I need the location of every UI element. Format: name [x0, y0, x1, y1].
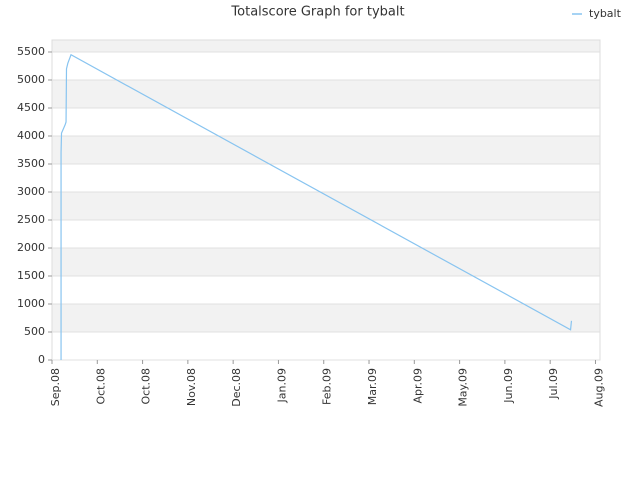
x-tick-label: May.09: [457, 368, 470, 407]
grid-band: [52, 107, 600, 136]
y-tick-label: 5500: [17, 45, 45, 58]
x-tick-label: Nov.08: [185, 368, 198, 406]
grid-band: [52, 79, 600, 108]
grid-band: [52, 247, 600, 276]
y-tick-label: 5000: [17, 73, 45, 86]
x-tick-label: Aug.09: [592, 368, 605, 407]
y-tick-label: 2000: [17, 241, 45, 254]
y-tick-label: 4500: [17, 101, 45, 114]
y-tick-label: 4000: [17, 129, 45, 142]
grid-band: [52, 40, 600, 52]
x-tick-label: Oct.08: [94, 368, 107, 405]
y-tick-label: 500: [24, 325, 45, 338]
grid-band: [52, 163, 600, 192]
x-tick-label: Dec.08: [230, 368, 243, 407]
y-tick-label: 1500: [17, 269, 45, 282]
x-tick-label: Mar.09: [366, 368, 379, 405]
legend-label: tybalt: [589, 7, 622, 20]
y-tick-label: 3000: [17, 185, 45, 198]
x-tick-label: Oct.08: [140, 368, 153, 405]
x-tick-label: Jan.09: [275, 368, 288, 403]
chart-title: Totalscore Graph for tybalt: [230, 5, 404, 20]
y-tick-label: 3500: [17, 157, 45, 170]
x-tick-label: Sep.08: [49, 368, 62, 406]
data-line: [60, 53, 573, 360]
x-tick-label: Jul.09: [547, 368, 560, 400]
grid-band: [52, 51, 600, 80]
y-tick-label: 1000: [17, 297, 45, 310]
grid-band: [52, 219, 600, 248]
x-tick-label: Apr.09: [411, 368, 424, 404]
grid-band: [52, 303, 600, 332]
x-tick-label: Jun.09: [502, 368, 515, 404]
y-tick-label: 0: [38, 353, 45, 366]
y-tick-label: 2500: [17, 213, 45, 226]
grid-band: [52, 135, 600, 164]
grid-band: [52, 191, 600, 220]
grid-band: [52, 275, 600, 304]
grid-band: [52, 331, 600, 360]
x-tick-label: Feb.09: [321, 368, 334, 405]
